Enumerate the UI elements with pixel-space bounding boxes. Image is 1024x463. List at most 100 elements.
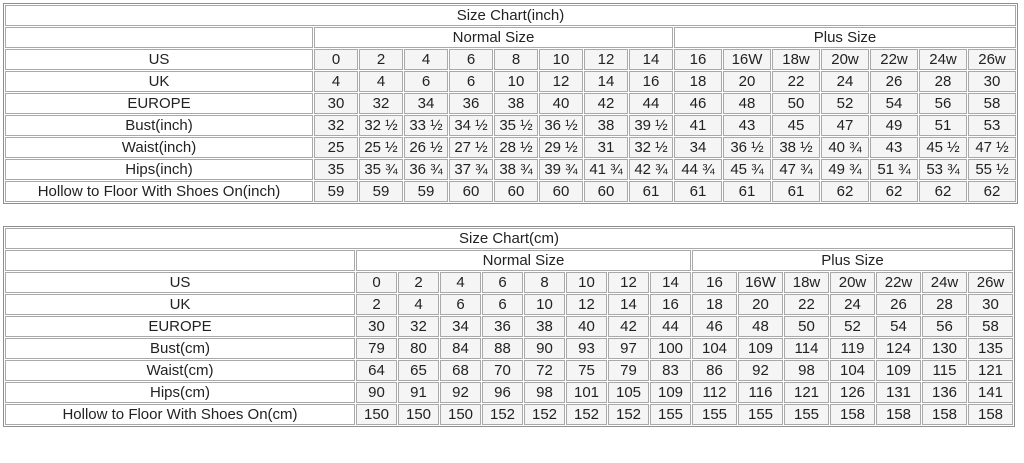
size-value-cell: 104: [830, 360, 875, 381]
size-value-cell: 42: [584, 93, 628, 114]
row-label: US: [5, 49, 313, 70]
size-value-cell: 112: [692, 382, 737, 403]
plus-size-header: Plus Size: [674, 27, 1016, 48]
size-value-cell: 64: [356, 360, 397, 381]
size-value-cell: 58: [968, 93, 1016, 114]
size-value-cell: 62: [919, 181, 967, 202]
normal-size-header: Normal Size: [356, 250, 691, 271]
size-value-cell: 55 ½: [968, 159, 1016, 180]
size-value-cell: 38 ½: [772, 137, 820, 158]
size-value-cell: 114: [784, 338, 829, 359]
size-value-cell: 6: [482, 294, 523, 315]
size-value-cell: 54: [876, 316, 921, 337]
size-value-cell: 2: [356, 294, 397, 315]
size-value-cell: 38 ¾: [494, 159, 538, 180]
size-value-cell: 18: [674, 71, 722, 92]
size-value-cell: 26w: [968, 49, 1016, 70]
size-value-cell: 30: [968, 294, 1013, 315]
size-value-cell: 10: [524, 294, 565, 315]
size-value-cell: 86: [692, 360, 737, 381]
size-value-cell: 16: [692, 272, 737, 293]
size-value-cell: 47: [821, 115, 869, 136]
size-value-cell: 42 ¾: [629, 159, 673, 180]
size-value-cell: 53 ¾: [919, 159, 967, 180]
size-value-cell: 20: [723, 71, 771, 92]
size-value-cell: 75: [566, 360, 607, 381]
size-value-cell: 40 ¾: [821, 137, 869, 158]
size-value-cell: 41: [674, 115, 722, 136]
table-row: Hips(inch) 35 35 ¾ 36 ¾ 37 ¾ 38 ¾ 39 ¾ 41 ¾ 42 ¾…: [5, 159, 1016, 180]
size-value-cell: 14: [629, 49, 673, 70]
size-value-cell: 59: [314, 181, 358, 202]
size-value-cell: 92: [440, 382, 481, 403]
size-value-cell: 98: [524, 382, 565, 403]
size-value-cell: 26w: [968, 272, 1013, 293]
size-value-cell: 101: [566, 382, 607, 403]
size-value-cell: 121: [968, 360, 1013, 381]
size-value-cell: 18: [692, 294, 737, 315]
row-label: EUROPE: [5, 93, 313, 114]
size-value-cell: 45: [772, 115, 820, 136]
size-value-cell: 53: [968, 115, 1016, 136]
size-value-cell: 43: [870, 137, 918, 158]
size-value-cell: 10: [566, 272, 607, 293]
size-value-cell: 45 ½: [919, 137, 967, 158]
size-value-cell: 150: [398, 404, 439, 425]
size-value-cell: 155: [692, 404, 737, 425]
size-value-cell: 44: [629, 93, 673, 114]
size-value-cell: 4: [314, 71, 358, 92]
size-value-cell: 131: [876, 382, 921, 403]
row-label: Hips(cm): [5, 382, 355, 403]
size-value-cell: 152: [524, 404, 565, 425]
size-value-cell: 62: [968, 181, 1016, 202]
size-value-cell: 32 ½: [629, 137, 673, 158]
size-value-cell: 105: [608, 382, 649, 403]
size-value-cell: 158: [876, 404, 921, 425]
row-label: Waist(inch): [5, 137, 313, 158]
group-header-spacer: [5, 27, 313, 48]
size-value-cell: 6: [404, 71, 448, 92]
size-chart-cm-table: Size Chart(cm) Normal Size Plus Size US 0 2 4 6…: [3, 226, 1015, 427]
size-value-cell: 65: [398, 360, 439, 381]
size-value-cell: 109: [876, 360, 921, 381]
size-value-cell: 38: [584, 115, 628, 136]
size-value-cell: 49: [870, 115, 918, 136]
size-value-cell: 28: [919, 71, 967, 92]
size-value-cell: 58: [968, 316, 1013, 337]
size-value-cell: 92: [738, 360, 783, 381]
size-value-cell: 90: [524, 338, 565, 359]
size-value-cell: 20: [738, 294, 783, 315]
size-value-cell: 34: [674, 137, 722, 158]
row-label: Hollow to Floor With Shoes On(cm): [5, 404, 355, 425]
size-value-cell: 104: [692, 338, 737, 359]
size-value-cell: 14: [584, 71, 628, 92]
row-label: EUROPE: [5, 316, 355, 337]
size-value-cell: 98: [784, 360, 829, 381]
normal-size-header: Normal Size: [314, 27, 673, 48]
size-value-cell: 116: [738, 382, 783, 403]
plus-size-header: Plus Size: [692, 250, 1013, 271]
size-value-cell: 36 ½: [723, 137, 771, 158]
size-value-cell: 10: [539, 49, 583, 70]
group-header-spacer: [5, 250, 355, 271]
size-value-cell: 91: [398, 382, 439, 403]
size-value-cell: 6: [449, 71, 493, 92]
size-value-cell: 121: [784, 382, 829, 403]
table-row: EUROPE 30 32 34 36 38 40 42 44 46 48 50 52 54 56 58: [5, 93, 1016, 114]
row-label: UK: [5, 71, 313, 92]
table-row: Bust(inch) 32 32 ½ 33 ½ 34 ½ 35 ½ 36 ½ 38 39 ½ 41…: [5, 115, 1016, 136]
size-value-cell: 16: [650, 294, 691, 315]
table-row: UK 4 4 6 6 10 12 14 16 18 20 22 24 26 28 30: [5, 71, 1016, 92]
size-value-cell: 4: [440, 272, 481, 293]
size-value-cell: 16W: [723, 49, 771, 70]
size-value-cell: 32: [359, 93, 403, 114]
size-value-cell: 10: [494, 71, 538, 92]
size-value-cell: 119: [830, 338, 875, 359]
size-value-cell: 4: [359, 71, 403, 92]
size-value-cell: 30: [968, 71, 1016, 92]
row-label: US: [5, 272, 355, 293]
table-row: Waist(cm) 64 65 68 70 72 75 79 83 86 92 98 104 109 115…: [5, 360, 1013, 381]
table-row: Hollow to Floor With Shoes On(cm) 150 150 1…: [5, 404, 1013, 425]
size-value-cell: 36: [449, 93, 493, 114]
size-value-cell: 0: [356, 272, 397, 293]
